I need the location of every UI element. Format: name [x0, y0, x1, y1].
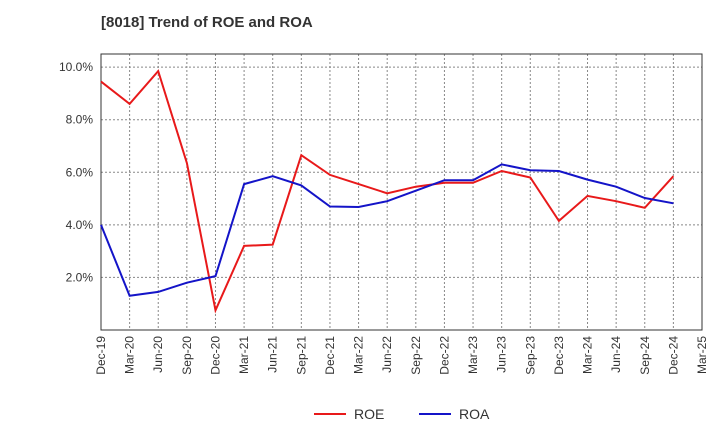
legend-label-roe: ROE: [354, 406, 384, 422]
y-tick-label: 10.0%: [59, 60, 93, 74]
series-line-roa: [100, 163, 674, 297]
x-tick-label: Sep-23: [523, 336, 537, 375]
x-tick-label: Jun-23: [495, 336, 509, 373]
legend-label-roa: ROA: [459, 406, 490, 422]
x-tick-label: Dec-24: [666, 336, 680, 375]
x-tick-label: Mar-25: [695, 336, 709, 374]
x-tick-label: Sep-22: [409, 336, 423, 375]
x-tick-label: Dec-23: [552, 336, 566, 375]
y-tick-label: 6.0%: [66, 165, 94, 179]
series-line-roe: [100, 69, 675, 314]
x-tick-label: Mar-24: [581, 336, 595, 374]
x-tick-label: Dec-19: [94, 336, 108, 375]
chart-title: [8018] Trend of ROE and ROA: [101, 14, 313, 31]
y-tick-label: 8.0%: [66, 113, 94, 127]
plot-area-border: [100, 53, 703, 331]
x-tick-label: Sep-21: [294, 336, 308, 375]
x-tick-label: Dec-20: [208, 336, 222, 375]
x-tick-label: Dec-21: [323, 336, 337, 375]
x-tick-label: Jun-22: [380, 336, 394, 373]
y-tick-label: 4.0%: [66, 218, 94, 232]
x-tick-label: Mar-20: [123, 336, 137, 374]
x-tick-label: Jun-24: [609, 336, 623, 373]
x-tick-label: Jun-21: [266, 336, 280, 373]
y-tick-label: 2.0%: [66, 270, 94, 284]
x-tick-label: Jun-20: [151, 336, 165, 373]
x-tick-label: Mar-22: [352, 336, 366, 374]
x-tick-label: Mar-23: [466, 336, 480, 374]
x-tick-label: Mar-21: [237, 336, 251, 374]
x-tick-label: Sep-24: [638, 336, 652, 375]
x-tick-label: Sep-20: [180, 336, 194, 375]
x-tick-label: Dec-22: [437, 336, 451, 375]
